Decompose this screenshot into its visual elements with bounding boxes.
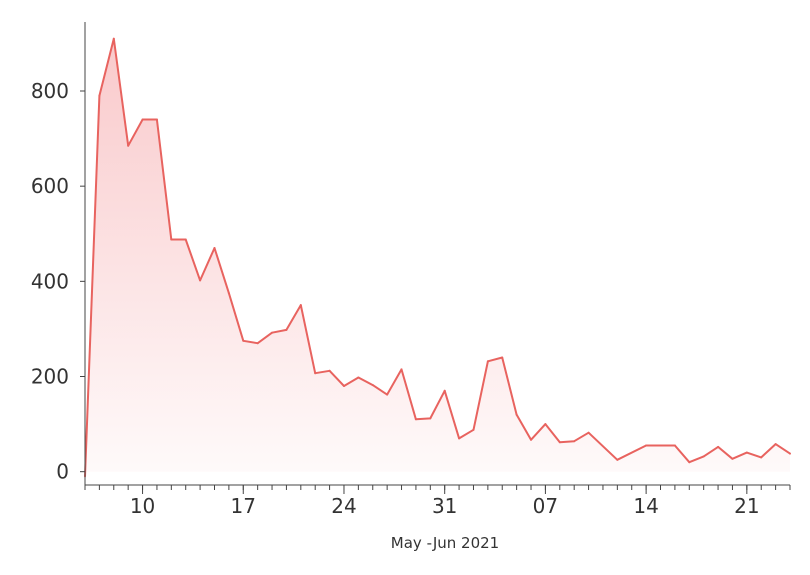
data-point xyxy=(530,438,532,441)
data-point xyxy=(170,238,173,241)
x-tick-label: 07 xyxy=(533,494,558,518)
x-tick-label: 10 xyxy=(130,494,155,518)
data-point xyxy=(357,376,360,379)
y-tick-label: 0 xyxy=(56,460,69,484)
data-point xyxy=(98,94,101,97)
data-point xyxy=(558,441,561,444)
data-point xyxy=(515,413,518,416)
data-point xyxy=(271,331,273,334)
data-point xyxy=(702,455,705,458)
data-point xyxy=(472,428,475,431)
data-point xyxy=(501,356,504,359)
x-tick-label: 21 xyxy=(734,494,759,518)
data-point xyxy=(256,342,259,345)
data-point xyxy=(400,368,403,371)
series-area-fill xyxy=(85,38,790,477)
data-point xyxy=(688,461,691,464)
area-layer xyxy=(84,37,791,478)
data-point xyxy=(544,423,547,426)
data-point xyxy=(745,451,748,454)
x-tick-label: 17 xyxy=(231,494,256,518)
data-point xyxy=(717,445,720,448)
data-point xyxy=(184,238,187,241)
x-tick-label: 31 xyxy=(432,494,457,518)
data-point xyxy=(429,417,432,420)
data-point xyxy=(386,393,389,396)
y-tick-label: 600 xyxy=(31,174,69,198)
data-point xyxy=(673,444,676,447)
x-tick-label: 24 xyxy=(331,494,356,518)
x-tick-label: 14 xyxy=(633,494,658,518)
data-point xyxy=(127,144,130,147)
data-point xyxy=(199,279,202,282)
data-point xyxy=(213,247,216,249)
data-point xyxy=(659,444,662,447)
data-point xyxy=(760,456,763,459)
data-point xyxy=(443,389,446,392)
data-point xyxy=(343,385,345,387)
ticks: 0 200 400 600 800 10 17 24 31 07 14 21 xyxy=(31,79,791,518)
y-tick-label: 800 xyxy=(31,79,69,103)
data-point xyxy=(155,118,158,121)
data-point xyxy=(242,339,245,342)
data-point xyxy=(285,328,288,331)
y-tick-label: 400 xyxy=(31,269,69,293)
data-point xyxy=(414,418,417,421)
data-point xyxy=(789,452,791,455)
data-point xyxy=(314,372,317,375)
data-point xyxy=(112,37,115,40)
data-point xyxy=(616,458,619,461)
data-point xyxy=(141,118,144,121)
x-axis-title: May -Jun 2021 xyxy=(391,534,499,552)
data-point xyxy=(573,440,576,443)
y-tick-label: 200 xyxy=(31,365,69,389)
data-point xyxy=(774,443,777,446)
data-point xyxy=(486,360,489,363)
series-line xyxy=(84,37,791,477)
data-point xyxy=(645,444,648,447)
data-point xyxy=(587,431,590,434)
data-point xyxy=(227,292,230,295)
data-point xyxy=(299,304,302,307)
data-point xyxy=(458,437,461,440)
data-point xyxy=(371,384,374,387)
axes xyxy=(84,22,790,486)
data-point xyxy=(328,369,331,372)
data-point xyxy=(731,457,734,460)
